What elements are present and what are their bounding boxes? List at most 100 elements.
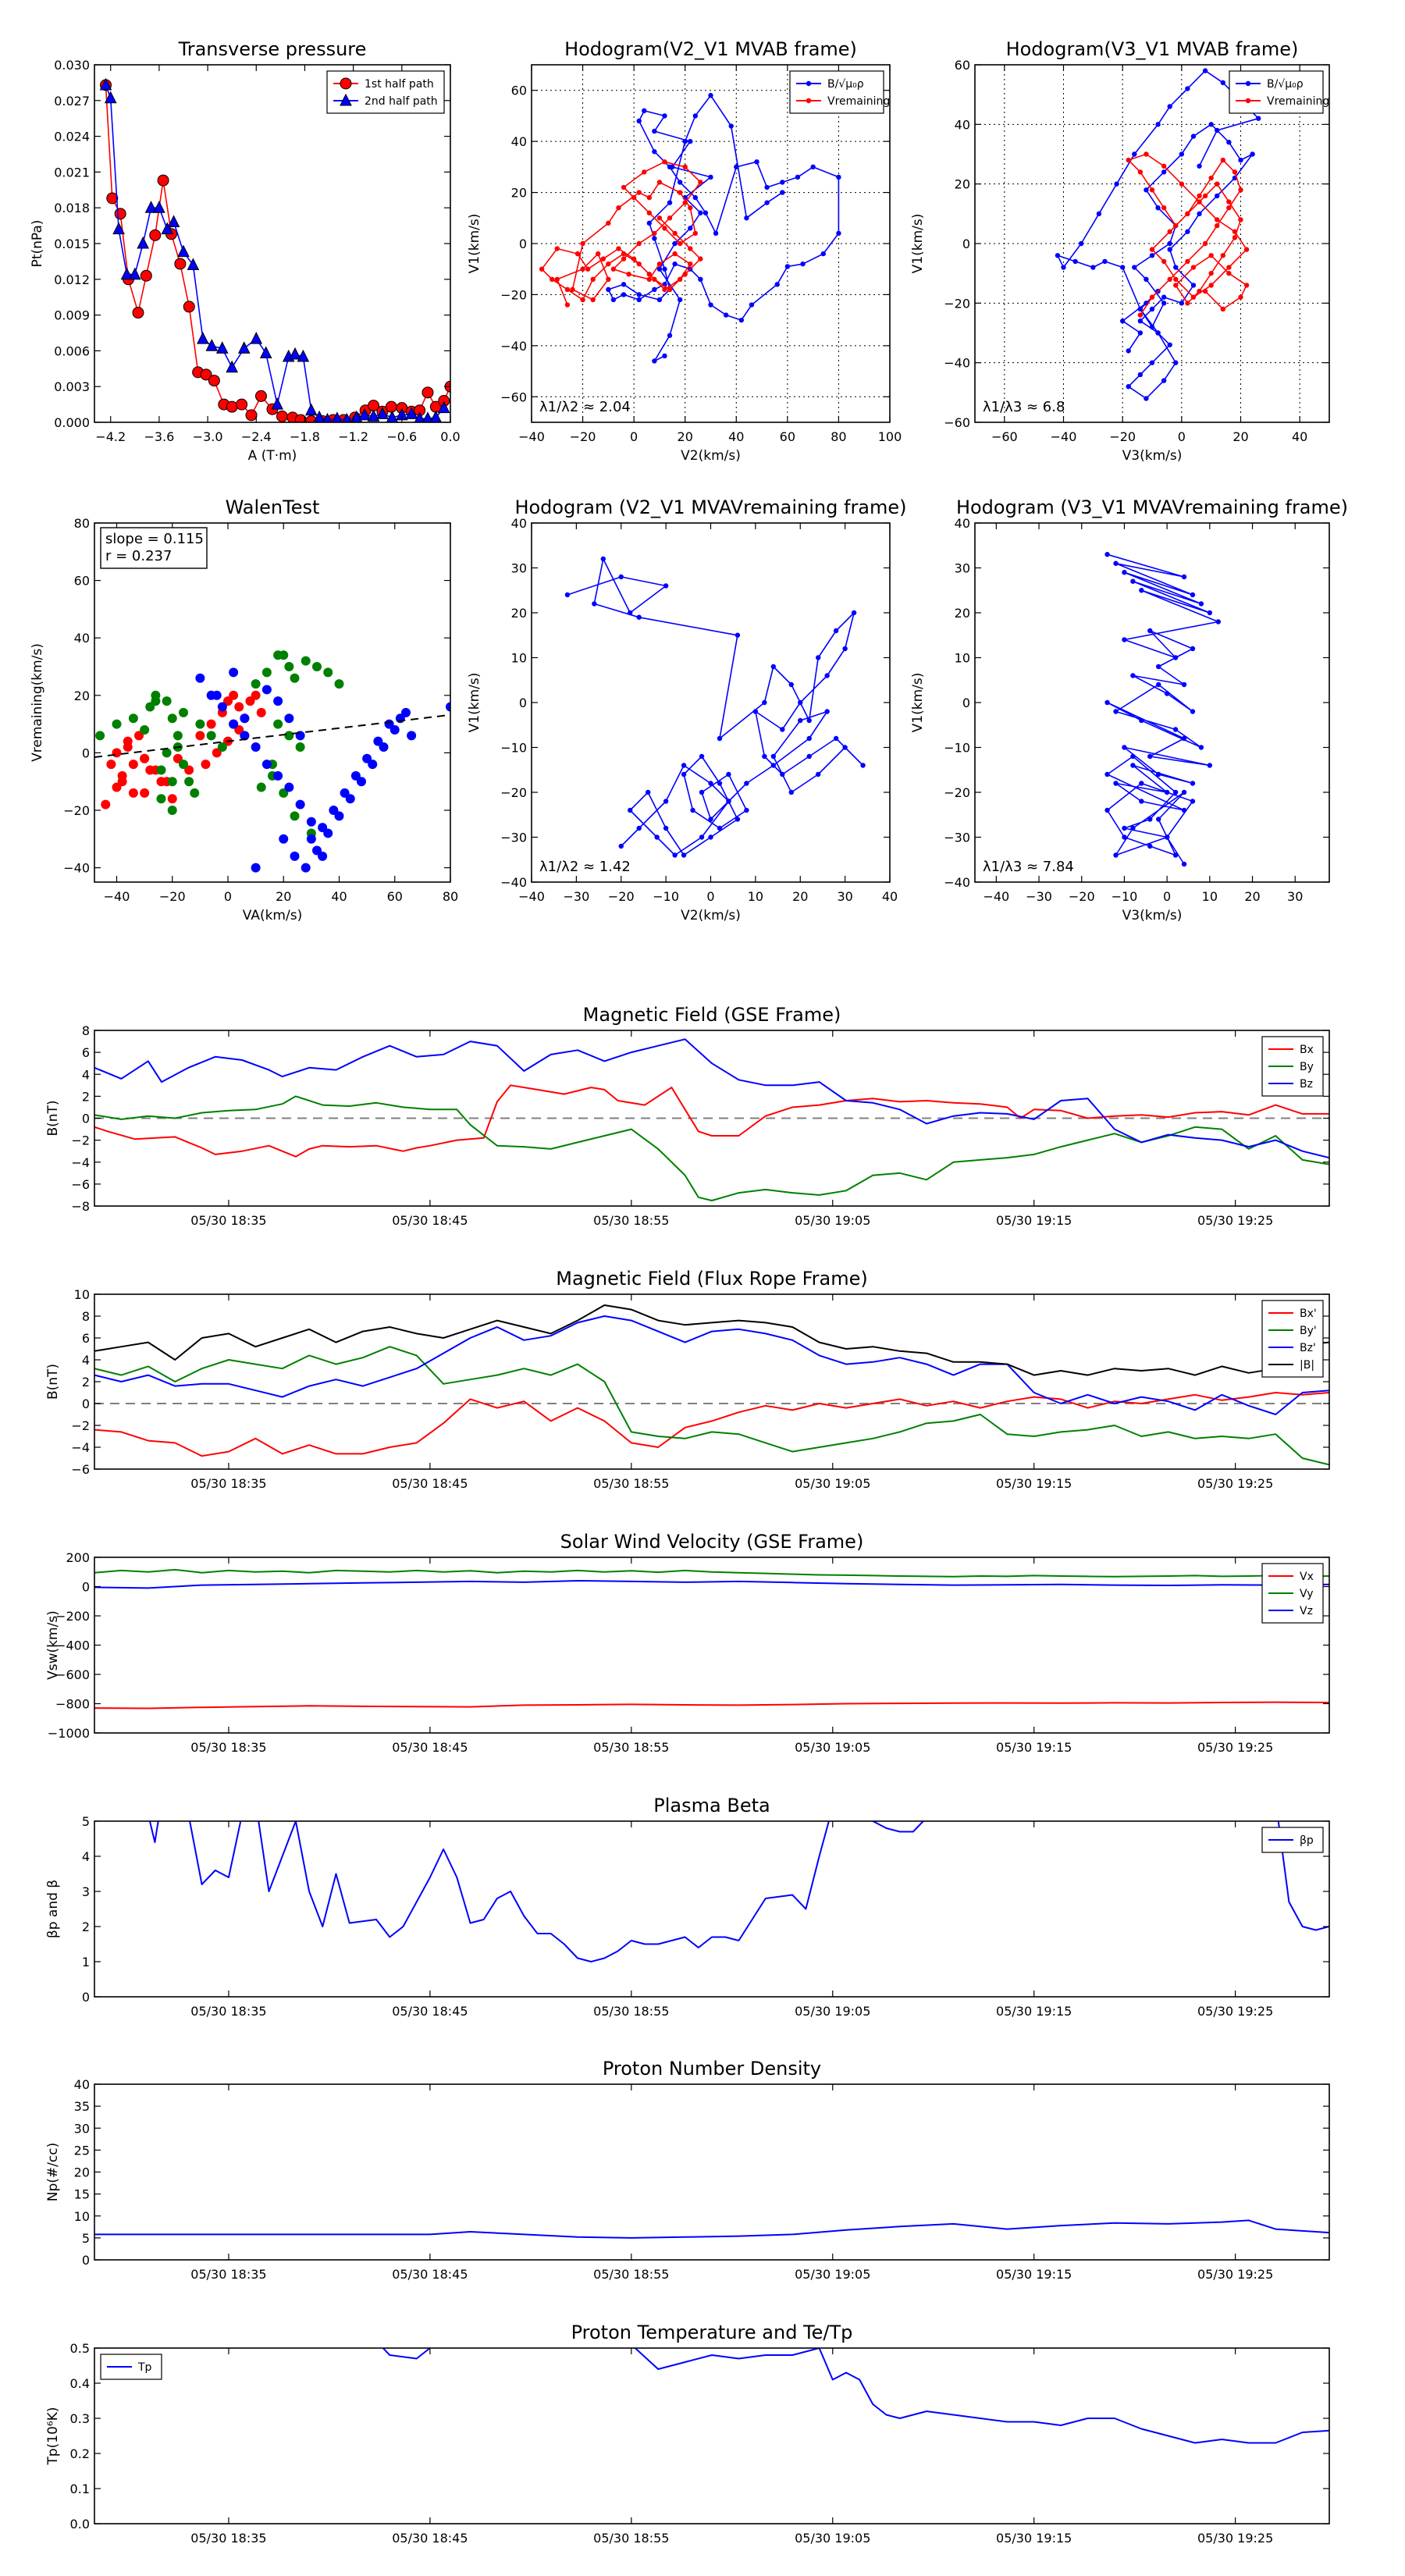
data-point <box>663 825 669 831</box>
data-point <box>1155 330 1161 336</box>
data-point <box>1220 306 1226 312</box>
y-tick-label: 3 <box>82 1884 90 1899</box>
data-point <box>120 267 133 280</box>
data-point <box>301 863 311 873</box>
data-point <box>842 745 848 750</box>
data-point <box>1137 312 1144 318</box>
data-point <box>190 788 200 798</box>
chart-title: Solar Wind Velocity (GSE Frame) <box>560 1531 864 1553</box>
data-point <box>177 244 190 258</box>
data-point <box>234 724 244 735</box>
data-point <box>306 834 316 844</box>
x-tick-label: 05/30 19:25 <box>1197 1476 1273 1491</box>
data-point <box>284 713 294 724</box>
data-point <box>1139 588 1144 593</box>
x-tick-label: 05/30 18:45 <box>392 2004 468 2019</box>
x-tick-label: −40 <box>1051 429 1077 444</box>
data-point <box>1104 552 1110 557</box>
plot-frame <box>531 522 891 883</box>
x-tick-label: 05/30 19:25 <box>1197 2267 1273 2282</box>
x-tick-label: −30 <box>563 889 589 904</box>
data-point <box>332 411 343 422</box>
data-point <box>240 713 250 724</box>
chart-np: 05/30 18:35 05/30 18:45 05/30 18:55 05/30 1… <box>45 2058 1330 2282</box>
data-point <box>1126 348 1131 354</box>
data-point <box>99 77 112 91</box>
data-point <box>762 699 767 706</box>
data-point <box>245 409 258 422</box>
data-point <box>1130 578 1136 584</box>
data-point <box>717 781 723 786</box>
data-point <box>1072 258 1078 265</box>
data-point <box>1197 193 1202 199</box>
data-point <box>806 717 812 724</box>
data-point <box>112 719 122 729</box>
series-trajectory <box>564 556 866 858</box>
data-point <box>692 230 699 237</box>
legend-marker <box>806 80 812 87</box>
data-point <box>708 302 713 308</box>
series-trajectory <box>1104 552 1221 867</box>
y-tick-label: 6 <box>82 1331 90 1346</box>
data-point <box>1190 592 1196 598</box>
data-point <box>621 184 627 190</box>
data-point <box>1238 187 1243 193</box>
data-point <box>580 240 585 247</box>
data-point <box>554 276 560 282</box>
data-point <box>1215 181 1220 187</box>
y-tick-label: −10 <box>944 741 970 756</box>
data-point <box>708 174 713 180</box>
data-point <box>1208 175 1214 181</box>
data-point <box>636 297 642 303</box>
data-point <box>342 412 352 422</box>
x-tick-label: 05/30 18:35 <box>190 2004 266 2019</box>
y-tick-label: 25 <box>74 2143 90 2158</box>
data-point <box>1139 717 1144 724</box>
data-point <box>662 159 667 165</box>
series-line <box>94 1084 1329 1158</box>
data-point <box>621 292 627 297</box>
data-point <box>1137 318 1144 324</box>
data-point <box>206 719 216 729</box>
series-blue <box>195 667 450 873</box>
data-point <box>606 276 611 282</box>
y-tick-label: 60 <box>74 574 90 589</box>
y-tick-label: −800 <box>55 1697 90 1712</box>
data-point <box>1226 205 1232 211</box>
data-point <box>631 256 637 262</box>
data-point <box>140 724 150 735</box>
x-tick-label: 05/30 19:15 <box>996 1740 1072 1755</box>
series--p <box>148 1821 1329 1962</box>
data-point <box>1208 253 1214 258</box>
data-point <box>334 679 344 689</box>
data-point <box>373 736 383 746</box>
data-point <box>1149 253 1155 258</box>
plot-frame <box>94 522 451 883</box>
x-tick-label: 05/30 18:55 <box>593 1213 669 1228</box>
y-tick-label: 10 <box>74 1287 90 1302</box>
series-by- <box>94 1346 1329 1466</box>
data-point <box>816 771 821 777</box>
data-point <box>1061 265 1066 270</box>
series-by <box>94 1095 1329 1201</box>
data-point <box>357 777 366 787</box>
data-point <box>101 799 111 809</box>
y-tick-label: 2 <box>82 1920 90 1934</box>
data-point <box>682 138 688 144</box>
data-point <box>1185 211 1190 217</box>
x-tick-label: 05/30 19:25 <box>1197 2004 1273 2019</box>
x-tick-label: 20 <box>792 889 808 904</box>
x-tick-label: 05/30 18:45 <box>392 1213 468 1228</box>
data-point <box>1197 199 1202 205</box>
x-tick-label: 05/30 18:35 <box>190 2531 266 2546</box>
y-tick-label: 0.009 <box>54 308 90 323</box>
data-point <box>816 655 821 660</box>
y-axis-label: B(nT) <box>45 1100 61 1136</box>
data-point <box>667 200 673 205</box>
data-point <box>698 210 703 215</box>
y-tick-label: 20 <box>955 177 970 192</box>
data-point <box>1055 253 1061 258</box>
data-point <box>1226 265 1232 270</box>
data-point <box>798 717 803 724</box>
data-point <box>652 236 657 241</box>
